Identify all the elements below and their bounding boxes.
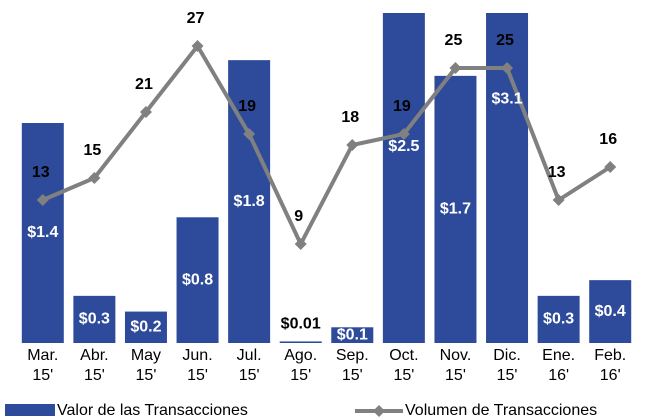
line-value-label: 9 xyxy=(294,208,303,225)
x-tick-label: May 15' xyxy=(131,347,161,384)
bar-value-label: $3.1 xyxy=(491,91,522,108)
bar-value-label: $0.3 xyxy=(543,311,574,328)
line-value-label: 16 xyxy=(599,131,617,148)
x-tick-label: Dic. 15' xyxy=(493,347,521,384)
line-value-label: 25 xyxy=(445,32,463,49)
bar-value-label: $0.8 xyxy=(182,271,213,288)
x-tick-label: Mar. 15' xyxy=(27,347,58,384)
line-marker xyxy=(88,172,101,184)
bar-value-label: $0.4 xyxy=(595,303,626,320)
x-tick-label: Oct. 15' xyxy=(389,347,418,384)
x-tick-label: Ago. 15' xyxy=(284,347,317,384)
legend-swatch xyxy=(373,405,385,417)
line-marker xyxy=(294,238,307,250)
bar xyxy=(382,13,425,343)
line-value-label: 13 xyxy=(32,164,50,181)
line-marker xyxy=(397,128,410,140)
line-marker xyxy=(243,128,256,140)
bar xyxy=(21,123,64,343)
line-value-label: 27 xyxy=(187,10,205,27)
x-tick-label: Jun. 15' xyxy=(182,347,212,384)
bar-value-label: $1.7 xyxy=(440,201,471,218)
line-value-label: 19 xyxy=(238,98,256,115)
x-tick-label: Nov. 15' xyxy=(440,347,472,384)
line-value-label: 21 xyxy=(135,76,153,93)
bar xyxy=(73,295,116,343)
line-value-label: 15 xyxy=(83,142,101,159)
line-marker xyxy=(191,40,204,52)
bar xyxy=(331,327,374,343)
bar xyxy=(589,280,632,343)
legend-swatch xyxy=(5,404,55,416)
legend-label: Volumen de Transacciones xyxy=(405,402,597,419)
line-marker xyxy=(346,139,359,151)
line-value-label: 13 xyxy=(548,164,566,181)
bar-value-label: $0.3 xyxy=(79,311,110,328)
bar xyxy=(537,295,580,343)
bar-value-label: $0.01 xyxy=(281,316,321,333)
line-marker xyxy=(552,194,565,206)
bar-group xyxy=(21,13,632,343)
bar-value-label: $2.5 xyxy=(388,138,419,155)
line-marker xyxy=(449,62,462,74)
line-value-label: 25 xyxy=(496,32,514,49)
legend-label: Valor de las Transacciones xyxy=(57,402,248,419)
bar xyxy=(124,311,167,343)
bar-value-label: $1.8 xyxy=(234,193,265,210)
line-marker xyxy=(501,62,514,74)
line-value-label: 19 xyxy=(393,98,411,115)
line-marker xyxy=(36,194,49,206)
x-tick-label: Jul. 15' xyxy=(237,347,262,384)
bar xyxy=(279,341,322,343)
bar xyxy=(486,13,529,343)
x-tick-label: Ene. 16' xyxy=(542,347,575,384)
x-tick-label: Feb. 16' xyxy=(594,347,626,384)
x-tick-label: Abr. 15' xyxy=(80,347,108,384)
bar xyxy=(434,75,477,343)
bar-value-label: $0.1 xyxy=(337,326,368,343)
line xyxy=(42,42,612,249)
bar-value-label: $1.4 xyxy=(27,224,58,241)
bar-value-label: $0.2 xyxy=(130,319,161,336)
bar xyxy=(176,217,219,343)
x-tick-label: Sep. 15' xyxy=(336,347,369,384)
line-value-label: 18 xyxy=(341,109,359,126)
line-marker xyxy=(604,161,617,173)
line-marker xyxy=(139,106,152,118)
